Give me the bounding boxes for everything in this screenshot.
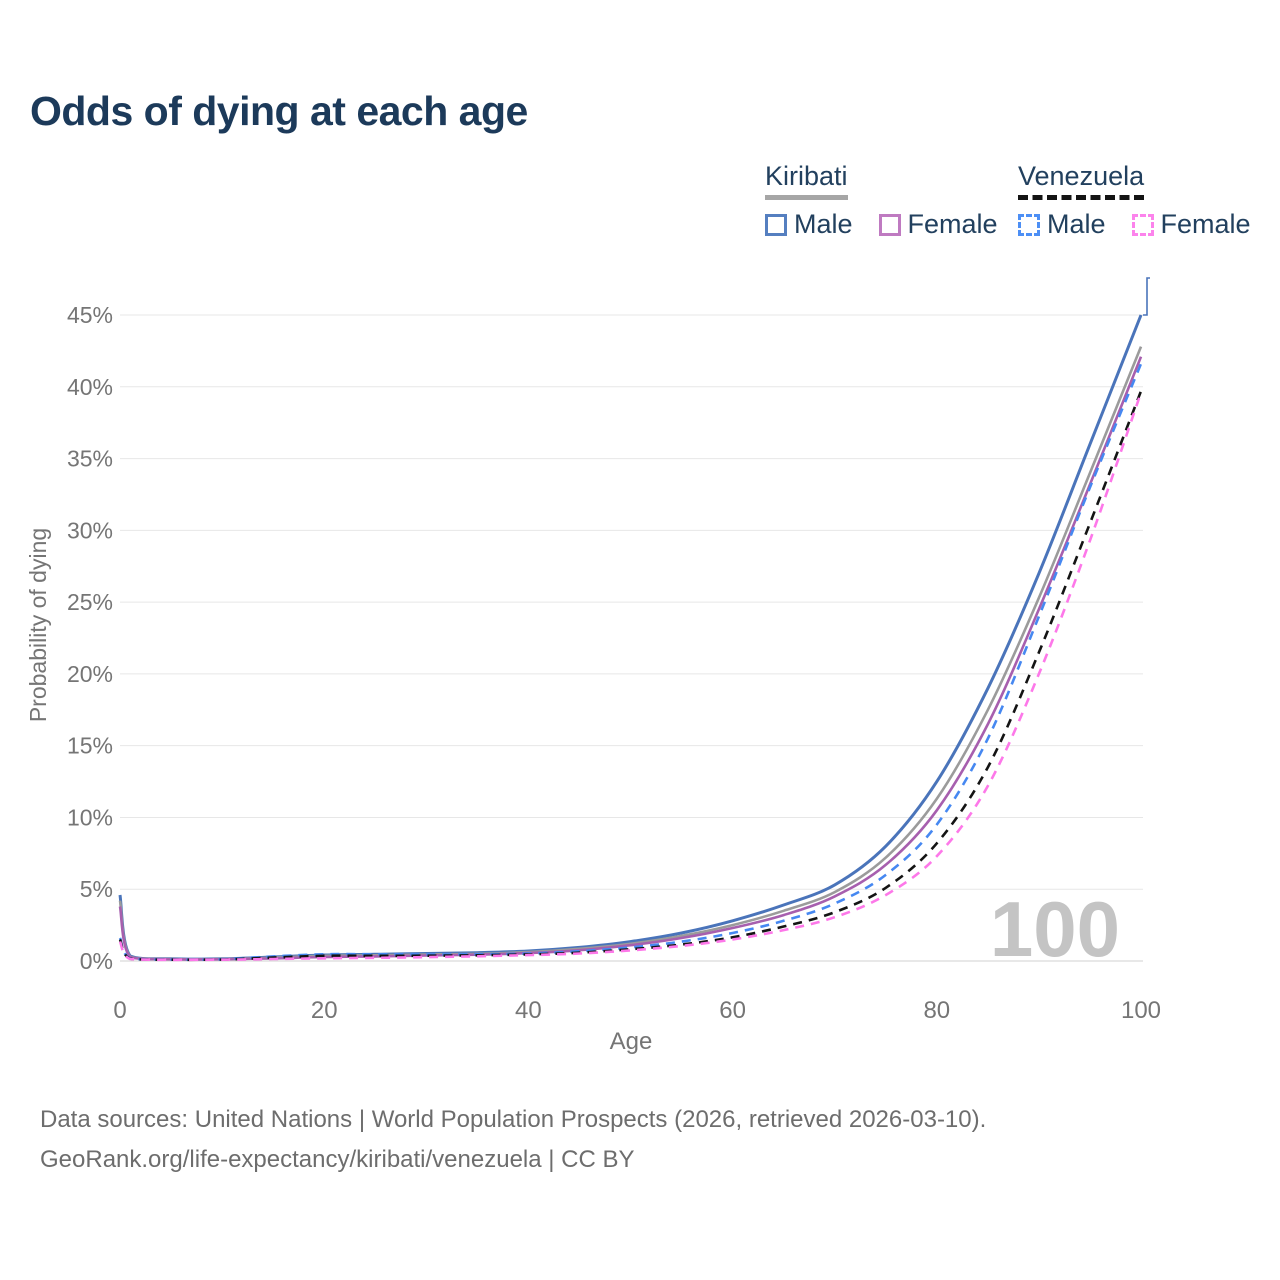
legend-country-kiribati[interactable]: Kiribati [765, 161, 848, 200]
chart-title: Odds of dying at each age [30, 88, 528, 134]
end-labels [1143, 277, 1150, 316]
gridlines [120, 314, 1143, 962]
y-tick-label: 35% [67, 446, 113, 472]
x-tick-label: 60 [719, 997, 746, 1024]
age-watermark: 100 [990, 885, 1120, 973]
data-source-attribution: Data sources: United Nations | World Pop… [40, 1106, 987, 1133]
x-tick-label: 80 [923, 997, 950, 1024]
end-label-leader-line [1143, 277, 1150, 316]
x-tick-label: 20 [311, 997, 338, 1024]
legend-group-kiribati: Kiribati Male Female [765, 161, 998, 240]
series-line-kiribati-female[interactable] [118, 356, 1143, 961]
series-line-kiribati[interactable] [118, 346, 1143, 961]
kiribati-male-swatch-icon [765, 213, 787, 236]
y-tick-label: 45% [67, 302, 113, 328]
y-tick-label: 15% [67, 733, 113, 759]
series-line-venezuela-male[interactable] [118, 363, 1143, 961]
y-tick-label: 25% [67, 589, 113, 615]
y-tick-label: 20% [67, 661, 113, 687]
x-tick-label: 0 [113, 997, 126, 1024]
y-tick-label: 0% [80, 948, 113, 974]
legend-items-venezuela: Male Female [1018, 209, 1251, 240]
y-tick-label: 30% [67, 517, 113, 543]
x-tick-label: 40 [515, 997, 542, 1024]
source-url: GeoRank.org/life-expectancy/kiribati/ven… [40, 1146, 635, 1173]
series-line-venezuela[interactable] [118, 390, 1143, 962]
legend-item-label: Female [1160, 209, 1251, 239]
venezuela-male-swatch-icon [1018, 213, 1040, 236]
series-line-kiribati-male[interactable] [118, 314, 1143, 961]
legend-group-venezuela: Venezuela Male Female [1018, 161, 1251, 240]
legend-item-label: Female [907, 209, 998, 239]
x-axis-title: Age [610, 1028, 653, 1055]
legend-item-kiribati-male[interactable]: Male [765, 209, 853, 240]
kiribati-female-swatch-icon [878, 213, 901, 236]
legend-items-kiribati: Male Female [765, 209, 998, 240]
x-axis-tick-labels: 0 20 40 60 80 100 [113, 997, 1161, 1024]
legend-country-venezuela[interactable]: Venezuela [1018, 161, 1145, 200]
y-tick-label: 40% [67, 374, 113, 400]
y-axis-title: Probability of dying [25, 528, 51, 722]
y-axis-tick-labels: 0% 5% 10% 15% 20% 25% 30% 35% 40% 45% [67, 302, 113, 974]
series-line-venezuela-female[interactable] [118, 392, 1143, 962]
legend-item-kiribati-female[interactable]: Female [878, 209, 998, 240]
y-tick-label: 10% [67, 804, 113, 830]
series-lines [118, 314, 1143, 962]
legend-item-venezuela-male[interactable]: Male [1018, 209, 1106, 240]
venezuela-female-swatch-icon [1131, 213, 1154, 236]
y-tick-label: 5% [80, 876, 113, 902]
legend-item-venezuela-female[interactable]: Female [1131, 209, 1251, 240]
legend-item-label: Male [1047, 209, 1106, 239]
x-tick-label: 100 [1121, 997, 1161, 1024]
legend-item-label: Male [794, 209, 853, 239]
